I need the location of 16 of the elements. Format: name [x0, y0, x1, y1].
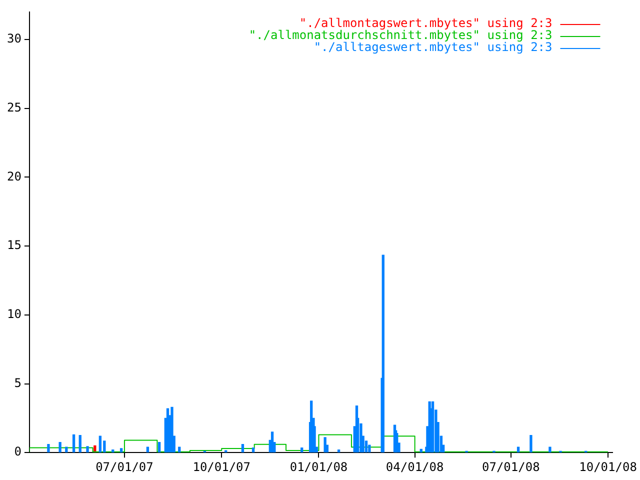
y-tick-label: 25	[6, 100, 22, 115]
legend-label: "./allmontagswert.mbytes" using 2:3	[299, 16, 552, 30]
x-tick-label: 10/01/07	[192, 460, 251, 474]
x-tick-label: 07/01/07	[96, 460, 154, 474]
y-tick-label: 15	[6, 238, 22, 252]
x-tick-label: 07/01/08	[482, 460, 540, 474]
y-tick-label: 5	[14, 376, 22, 390]
legend-label: "./alltageswert.mbytes" using 2:3	[314, 40, 552, 54]
x-tick-label: 10/01/08	[579, 460, 637, 474]
y-tick-label: 10	[6, 307, 22, 322]
x-tick-label: 01/01/08	[290, 460, 348, 474]
legend-label: "./allmonatsdurchschnitt.mbytes" using 2:3	[248, 28, 552, 42]
y-tick-label: 30	[6, 32, 22, 46]
y-tick-label: 0	[14, 444, 22, 459]
y-tick-label: 20	[6, 169, 22, 184]
x-tick-label: 04/01/08	[386, 460, 444, 474]
